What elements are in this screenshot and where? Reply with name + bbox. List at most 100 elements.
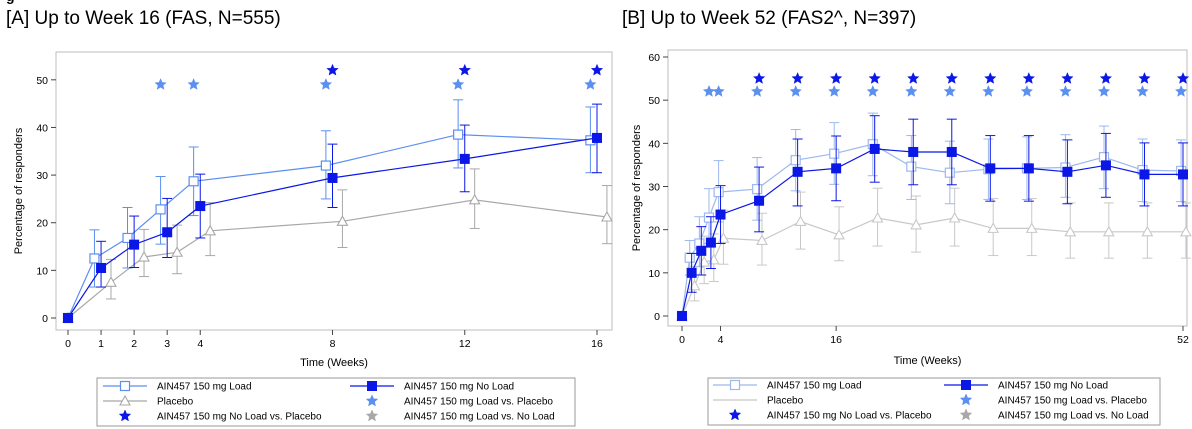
x-tick-label: 2	[131, 338, 137, 350]
data-point	[155, 204, 166, 215]
data-point	[1141, 225, 1154, 237]
significance-star	[702, 84, 716, 97]
legend-star-icon	[959, 408, 973, 421]
legend-marker	[119, 394, 131, 406]
significance-star	[590, 63, 604, 76]
data-point	[188, 176, 199, 187]
significance-star	[866, 84, 879, 97]
data-point	[1100, 160, 1111, 171]
significance-markers	[326, 63, 604, 76]
data-point	[105, 276, 117, 287]
data-point	[459, 153, 470, 164]
significance-star	[752, 72, 766, 84]
legend-label: AIN457 150 mg Load vs. Placebo	[998, 396, 1147, 407]
data-point	[138, 250, 150, 262]
data-point	[1179, 225, 1192, 237]
data-point	[869, 143, 880, 154]
series-filled-square	[63, 103, 602, 323]
data-point	[752, 183, 763, 195]
legend-marker	[119, 380, 131, 392]
y-tick-label: 50	[36, 75, 48, 87]
data-point	[89, 253, 100, 264]
data-point	[871, 211, 884, 223]
data-point	[162, 227, 173, 238]
y-tick-label: 0	[42, 313, 48, 325]
significance-star	[154, 78, 167, 90]
significance-star	[829, 72, 843, 84]
legend-item: AIN457 150 mg Load vs. No Load	[365, 409, 555, 423]
data-point	[1023, 163, 1034, 174]
data-point	[195, 201, 206, 212]
legend-frame	[707, 377, 1161, 426]
significance-markers	[702, 84, 1188, 97]
data-point	[696, 245, 707, 256]
data-point	[1064, 225, 1077, 237]
data-point	[985, 163, 996, 174]
x-tick-label: 16	[591, 338, 603, 350]
series-line	[67, 199, 607, 319]
y-axis-label: Percentage of responders	[631, 124, 643, 251]
data-point	[906, 161, 917, 172]
legend-marker	[729, 379, 741, 391]
y-tick-label: 10	[36, 265, 48, 277]
x-tick-label: 0	[679, 334, 685, 346]
significance-star	[828, 84, 841, 97]
legend-label: AIN457 150 mg Load	[767, 381, 862, 392]
chart-b: 0 10 20 30 40 50 60 0 4 16 52 Time (Weeks) Percentag…	[631, 49, 1192, 367]
y-tick-label: 0	[654, 311, 660, 323]
legend-label: AIN457 150 mg No Load	[404, 382, 514, 393]
y-tick-label: 40	[648, 138, 660, 150]
significance-star	[1059, 84, 1072, 97]
data-point	[705, 237, 716, 248]
data-point	[717, 232, 730, 243]
legend-star-icon	[118, 409, 132, 422]
y-tick-label: 10	[648, 268, 660, 280]
data-point	[754, 195, 765, 206]
significance-star	[1022, 72, 1036, 84]
data-point	[987, 222, 1000, 233]
significance-star	[187, 78, 200, 90]
data-point	[122, 232, 133, 244]
data-point	[1025, 222, 1038, 233]
header-clip-text: g	[6, 0, 15, 4]
legend-star-icon	[365, 409, 379, 422]
data-point	[829, 148, 840, 159]
y-tick-label: 30	[36, 170, 48, 182]
legend-item: Placebo	[713, 396, 804, 407]
legend-label: AIN457 150 mg Load vs. No Load	[404, 412, 555, 423]
legend-star-icon	[728, 408, 742, 421]
legend-item: AIN457 150 mg Load	[713, 379, 862, 392]
data-point	[944, 167, 955, 178]
significance-star	[1099, 72, 1113, 84]
legend-star-icon	[365, 394, 379, 407]
x-tick-label: 8	[330, 338, 336, 350]
series-line	[67, 137, 598, 319]
data-point	[910, 218, 923, 230]
significance-star	[1020, 84, 1034, 97]
data-point	[320, 160, 331, 171]
x-tick-label: 0	[65, 338, 71, 350]
data-point	[794, 215, 807, 227]
x-tick-label: 4	[718, 334, 724, 346]
significance-star	[1174, 84, 1188, 97]
legend-label: Placebo	[767, 396, 804, 407]
data-point	[63, 313, 73, 323]
legend-item: AIN457 150 mg Load	[103, 380, 252, 393]
legend-star-icon	[959, 393, 973, 406]
significance-star	[451, 78, 465, 90]
data-point	[908, 146, 919, 157]
data-point	[600, 210, 613, 222]
legend-b: AIN457 150 mg Load AIN457 150 mg No Load P…	[707, 377, 1161, 426]
x-tick-label: 12	[459, 338, 471, 350]
data-point	[592, 132, 602, 143]
significance-star	[584, 78, 597, 90]
y-tick-label: 30	[648, 182, 660, 194]
legend-label: AIN457 150 mg No Load	[998, 381, 1108, 392]
series-open-triangle	[62, 168, 613, 323]
significance-star	[750, 84, 764, 97]
legend-item: Placebo	[103, 394, 194, 408]
data-point	[1098, 152, 1110, 163]
data-point	[1139, 169, 1150, 180]
legend-item: AIN457 150 mg No Load	[944, 380, 1108, 392]
